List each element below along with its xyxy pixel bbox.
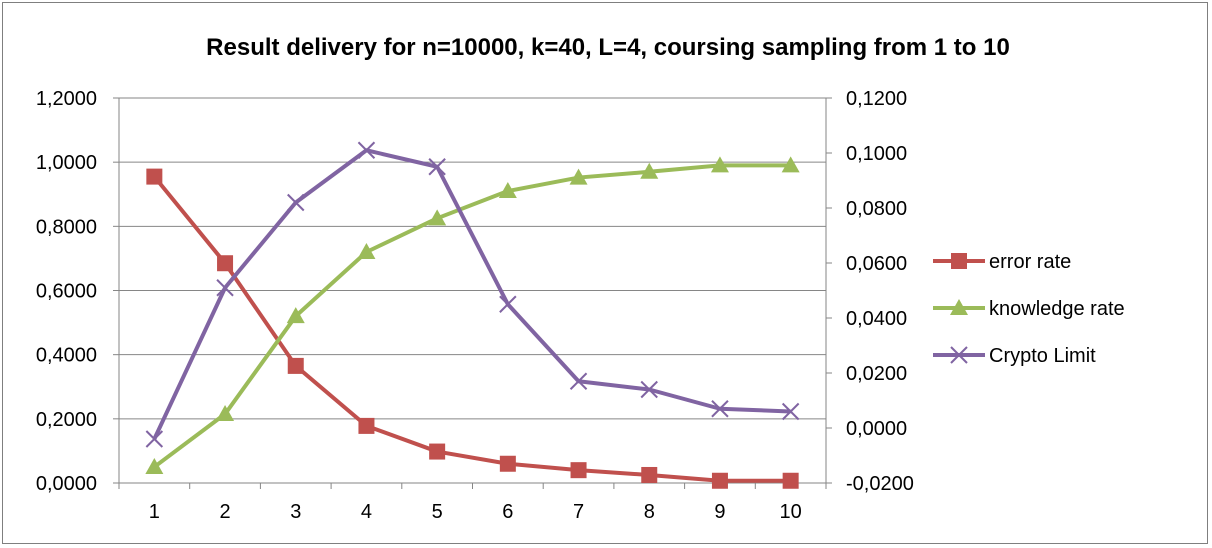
right-tick-label: 0,0000	[846, 418, 907, 440]
right-tick-label: 0,1200	[846, 88, 907, 110]
left-tick-label: 0,8000	[36, 216, 97, 238]
data-point-x-stroke	[950, 346, 968, 364]
legend-label: Crypto Limit	[989, 345, 1096, 367]
left-tick-label: 1,2000	[36, 88, 97, 110]
data-point-x-stroke	[711, 400, 729, 418]
data-point-x-stroke	[640, 380, 658, 399]
legend-label: error rate	[989, 251, 1071, 273]
right-tick-label: 0,0600	[846, 253, 907, 275]
data-point-square	[358, 417, 375, 434]
x-tick-label: 5	[432, 501, 443, 523]
data-point-x-stroke	[499, 295, 517, 313]
legend: error rate knowledge rate Crypto Limit	[933, 251, 1125, 367]
left-tick-label: 0,6000	[36, 281, 97, 303]
data-point-square	[570, 462, 587, 479]
data-point-x	[950, 346, 968, 364]
x-tick-label: 6	[502, 501, 513, 523]
data-point-x	[287, 193, 305, 212]
left-tick-label: 0,0000	[36, 473, 97, 495]
series-line	[152, 175, 791, 483]
data-point-x	[640, 380, 658, 399]
x-tick-label: 10	[780, 501, 802, 523]
data-point-x-stroke	[569, 372, 588, 390]
data-point-triangle	[216, 405, 235, 422]
data-point-x	[357, 141, 376, 159]
data-point-triangle	[710, 156, 729, 173]
right-tick-label: 0,0200	[846, 363, 907, 385]
data-point-triangle	[145, 457, 164, 474]
data-point-square	[782, 472, 799, 489]
chart-title: Result delivery for n=10000, k=40, L=4, …	[206, 34, 1010, 61]
left-tick-label: 0,2000	[36, 409, 97, 431]
x-tick-label: 9	[714, 501, 725, 523]
data-point-square	[287, 357, 304, 374]
data-point-square	[217, 255, 234, 272]
data-point-square	[499, 455, 516, 472]
data-point-triangle	[781, 156, 800, 173]
x-tick-label: 8	[644, 501, 655, 523]
left-tick-label: 0,4000	[36, 345, 97, 367]
data-point-x	[569, 372, 588, 390]
left-axis-ticks: 0,0000 0,2000 0,4000 0,6000 0,8000 1,0000 1,20…	[36, 88, 119, 495]
data-point-triangle	[569, 168, 588, 185]
data-point-square	[641, 466, 658, 483]
right-tick-label: 0,0800	[846, 198, 907, 220]
data-point-triangle	[950, 299, 968, 315]
data-point-x	[711, 400, 729, 418]
legend-label: knowledge rate	[989, 298, 1125, 320]
legend-item: knowledge rate	[933, 298, 1125, 320]
data-point-triangle	[428, 209, 447, 226]
data-point-x	[499, 295, 517, 313]
x-axis-ticks: 1 2 3 4 5 6 7 8 9 10	[118, 483, 827, 523]
series-crypto-limit	[145, 141, 800, 448]
data-point-x-stroke	[216, 279, 234, 297]
x-tick-label: 2	[219, 501, 230, 523]
legend-item: error rate	[933, 251, 1071, 273]
right-tick-label: 0,0400	[846, 308, 907, 330]
right-axis-ticks: -0,0200 0,0000 0,0200 0,0400 0,0600 0,0800 0,1…	[826, 88, 914, 495]
x-tick-label: 3	[290, 501, 301, 523]
data-point-x	[428, 158, 446, 176]
data-point-square	[429, 443, 446, 460]
data-point-x-stroke	[781, 402, 800, 421]
data-point-triangle	[286, 307, 305, 324]
x-tick-label: 1	[149, 501, 160, 523]
data-point-x-stroke	[357, 141, 376, 159]
data-point-square	[711, 472, 728, 489]
series-knowledge-rate	[145, 156, 800, 474]
series-error-rate	[146, 168, 799, 489]
x-tick-label: 7	[573, 501, 584, 523]
data-point-x	[145, 430, 164, 448]
data-point-triangle	[498, 182, 517, 199]
right-tick-label: -0,0200	[846, 473, 914, 495]
right-tick-label: 0,1000	[846, 143, 907, 165]
gridlines	[119, 97, 826, 420]
series-layer	[145, 141, 800, 489]
data-point-triangle	[640, 162, 659, 179]
x-tick-label: 4	[361, 501, 372, 523]
line-chart: Result delivery for n=10000, k=40, L=4, …	[36, 34, 1125, 523]
data-point-triangle	[357, 243, 376, 259]
data-point-x	[216, 279, 234, 297]
data-point-x-stroke	[145, 430, 164, 448]
series-line	[153, 163, 791, 469]
data-point-x-stroke	[428, 158, 446, 176]
series-line	[152, 148, 791, 440]
data-point-x-stroke	[287, 193, 305, 212]
data-point-x	[781, 402, 800, 421]
data-point-square	[146, 168, 163, 185]
left-tick-label: 1,0000	[36, 152, 97, 174]
legend-item: Crypto Limit	[933, 345, 1096, 367]
data-point-square	[951, 253, 967, 269]
